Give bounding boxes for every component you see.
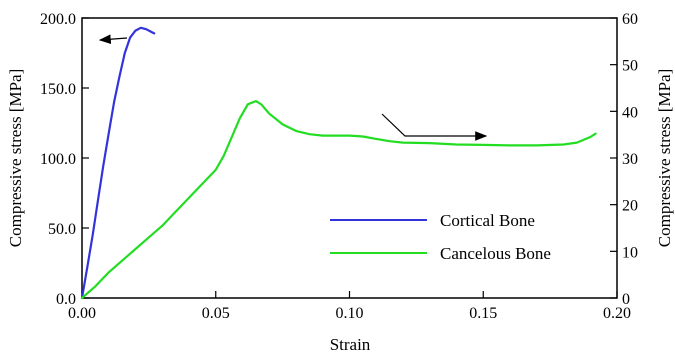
- x-tick-label: 0.00: [68, 305, 96, 322]
- legend: Cortical Bone Cancelous Bone: [330, 211, 551, 263]
- y-right-tick-label: 30: [622, 151, 638, 168]
- series-line-cortical-bone: [80, 26, 156, 300]
- y-left-tick-label: 200.0: [40, 11, 76, 28]
- y-axis-left-label: Compressive stress [MPa]: [6, 69, 25, 247]
- y-right-tick-label: 20: [622, 198, 638, 215]
- y-left-tick-label: 0.0: [56, 291, 76, 308]
- x-axis-label: Strain: [330, 335, 371, 354]
- y-left-tick-label: 50.0: [48, 221, 76, 238]
- annotation-arrows: [98, 34, 488, 141]
- y-left-tick-label: 100.0: [40, 151, 76, 168]
- x-tick-label: 0.05: [202, 305, 230, 322]
- right-axis-indicator-arrow: [381, 113, 488, 141]
- x-tick-label: 0.15: [469, 305, 497, 322]
- series-layer: [80, 26, 597, 300]
- legend-label-cortical: Cortical Bone: [440, 211, 535, 230]
- legend-label-cancelous: Cancelous Bone: [440, 244, 551, 263]
- y-right-tick-label: 50: [622, 58, 638, 75]
- y-axis-right-label: Compressive stress [MPa]: [655, 69, 674, 247]
- x-tick-label: 0.10: [336, 305, 364, 322]
- y-right-tick-label: 0: [622, 291, 630, 308]
- y-right-tick-label: 60: [622, 11, 638, 28]
- series-line-cancelous-bone: [80, 99, 597, 300]
- y-left-tick-label: 150.0: [40, 81, 76, 98]
- ticks-layer: 0.00 0.05 0.10 0.15 0.200.050.0100.0150.0200…: [40, 11, 638, 322]
- y-right-tick-label: 10: [622, 244, 638, 261]
- y-right-tick-label: 40: [622, 104, 638, 121]
- left-axis-indicator-arrow: [98, 34, 128, 44]
- x-tick-label: 0.20: [603, 305, 631, 322]
